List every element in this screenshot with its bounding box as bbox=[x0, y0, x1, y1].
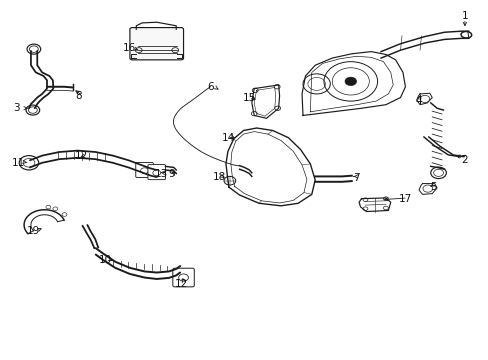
Text: 9: 9 bbox=[168, 168, 174, 179]
Circle shape bbox=[344, 77, 356, 86]
Text: 16: 16 bbox=[123, 43, 136, 53]
Text: 13: 13 bbox=[155, 168, 168, 179]
Text: 7: 7 bbox=[353, 173, 359, 183]
Text: 5: 5 bbox=[429, 182, 436, 192]
FancyBboxPatch shape bbox=[130, 28, 183, 60]
Text: 11: 11 bbox=[12, 158, 25, 168]
FancyBboxPatch shape bbox=[136, 162, 153, 177]
Text: 18: 18 bbox=[212, 172, 225, 182]
Text: 1: 1 bbox=[461, 11, 467, 21]
Text: 8: 8 bbox=[75, 91, 82, 101]
FancyBboxPatch shape bbox=[148, 165, 165, 180]
Text: 12: 12 bbox=[174, 279, 187, 289]
Text: 12: 12 bbox=[74, 150, 87, 161]
FancyBboxPatch shape bbox=[172, 268, 194, 287]
Text: 19: 19 bbox=[27, 226, 41, 236]
Text: 2: 2 bbox=[461, 155, 467, 165]
Text: 10: 10 bbox=[99, 255, 112, 265]
Text: 17: 17 bbox=[398, 194, 411, 204]
Text: 14: 14 bbox=[222, 133, 235, 143]
Text: 6: 6 bbox=[206, 82, 213, 93]
Text: 3: 3 bbox=[13, 103, 20, 113]
Text: 4: 4 bbox=[415, 96, 422, 106]
Text: 15: 15 bbox=[242, 93, 256, 103]
